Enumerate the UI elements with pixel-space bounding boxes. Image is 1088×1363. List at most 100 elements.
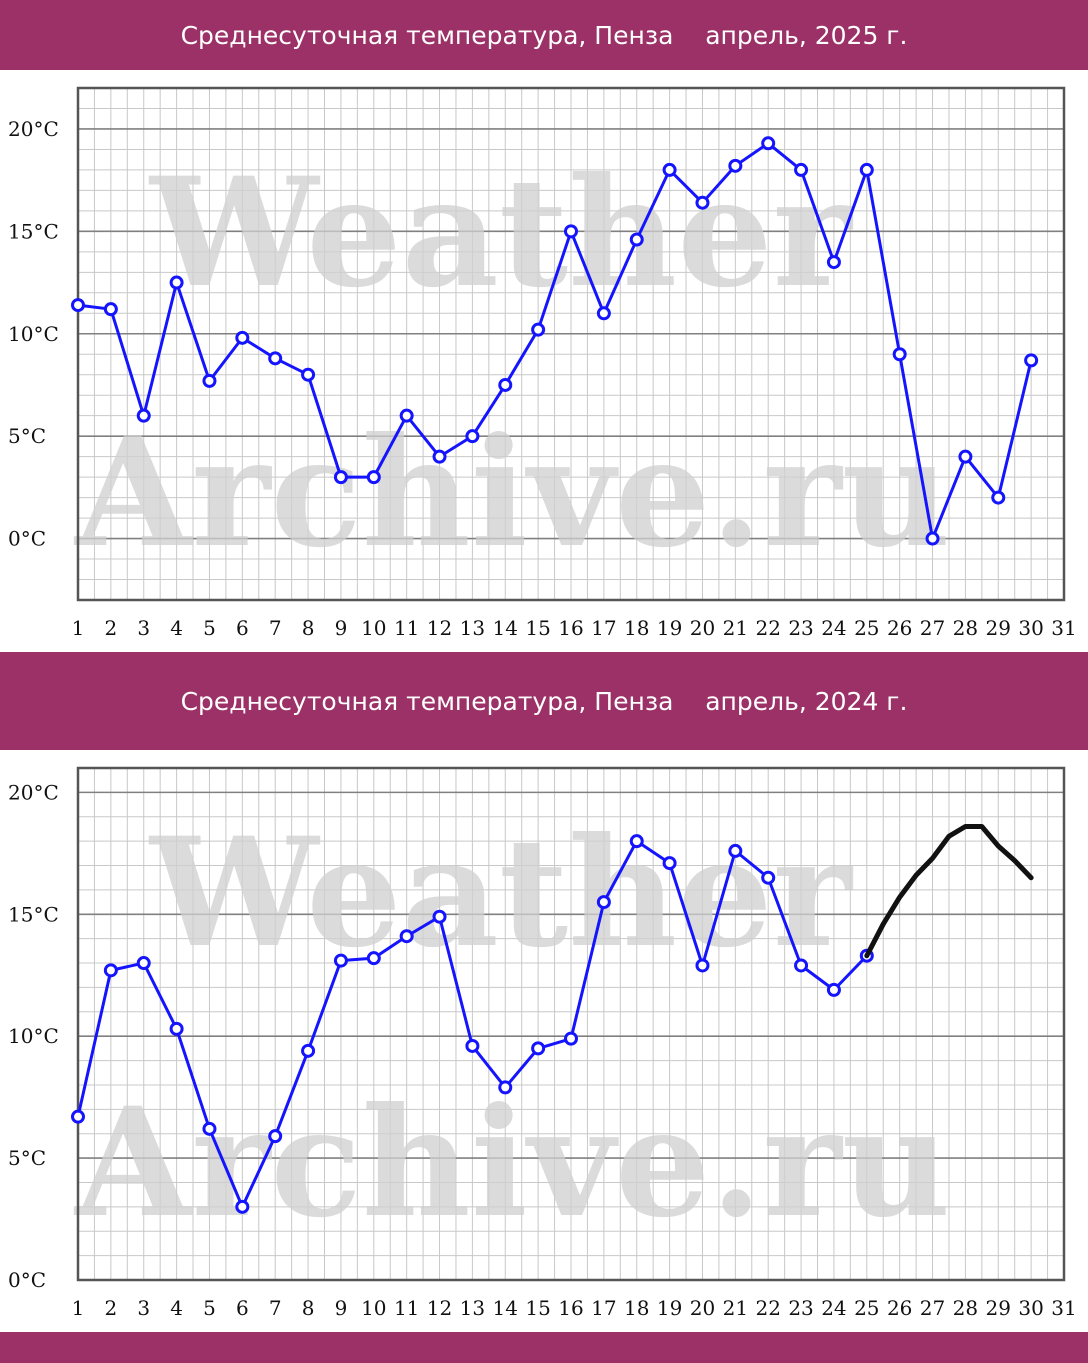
- bottom-banner-strip: [0, 1332, 1088, 1363]
- x-tick-label: 26: [887, 1296, 912, 1320]
- x-tick-label: 18: [624, 616, 649, 640]
- x-tick-label: 31: [1051, 616, 1076, 640]
- data-point: [564, 224, 578, 239]
- x-tick-label: 17: [591, 616, 616, 640]
- x-tick-label: 22: [755, 1296, 780, 1320]
- data-point: [596, 306, 611, 321]
- data-point: [629, 834, 644, 849]
- watermark-text: Archive.ru: [73, 405, 951, 581]
- x-tick-label: 22: [755, 616, 780, 640]
- x-tick-label: 8: [302, 616, 315, 640]
- forecast-line: [864, 824, 1034, 959]
- data-point: [826, 255, 841, 270]
- x-tick-label: 17: [591, 1296, 616, 1320]
- x-tick-label: 20: [690, 616, 715, 640]
- x-tick-label: 2: [104, 616, 117, 640]
- data-point: [695, 958, 710, 973]
- data-point: [662, 856, 677, 871]
- data-point: [991, 490, 1006, 505]
- x-tick-label: 23: [788, 1296, 813, 1320]
- data-point: [498, 1080, 513, 1095]
- y-tick-label: 10°C: [8, 1024, 59, 1048]
- y-tick-label: 20°C: [8, 780, 59, 804]
- data-point: [399, 929, 414, 944]
- x-tick-label: 21: [723, 1296, 748, 1320]
- watermark-text: Weather: [148, 145, 854, 321]
- data-point: [695, 195, 710, 210]
- x-tick-label: 11: [394, 616, 419, 640]
- data-point: [761, 136, 776, 151]
- x-tick-label: 14: [493, 1296, 518, 1320]
- y-tick-label: 15°C: [8, 219, 59, 243]
- x-tick-label: 3: [137, 616, 150, 640]
- x-tick-label: 28: [953, 1296, 978, 1320]
- x-tick-label: 9: [335, 616, 348, 640]
- x-tick-label: 28: [953, 616, 978, 640]
- grid: [77, 767, 1065, 1281]
- data-point: [235, 1199, 250, 1214]
- data-point: [826, 982, 841, 997]
- x-tick-label: 15: [525, 1296, 550, 1320]
- data-point: [71, 1109, 85, 1124]
- chart-1-title-banner: Среднесуточная температура, Пенза апрель…: [0, 0, 1088, 70]
- data-point: [761, 870, 776, 885]
- x-tick-label: 30: [1018, 616, 1043, 640]
- y-tick-label: 5°C: [8, 424, 46, 448]
- y-tick-label: 0°C: [8, 527, 46, 551]
- data-point: [892, 347, 907, 362]
- data-point: [366, 951, 381, 966]
- x-tick-label: 12: [427, 616, 452, 640]
- data-point: [333, 953, 348, 968]
- x-tick-label: 25: [854, 616, 879, 640]
- y-tick-label: 15°C: [8, 902, 59, 926]
- x-tick-label: 10: [361, 1296, 386, 1320]
- x-tick-label: 20: [690, 1296, 715, 1320]
- chart-2-title-banner: Среднесуточная температура, Пенза апрель…: [0, 652, 1088, 750]
- x-tick-label: 5: [203, 616, 216, 640]
- x-tick-label: 15: [525, 616, 550, 640]
- x-tick-label: 6: [236, 616, 249, 640]
- x-tick-label: 23: [788, 616, 813, 640]
- x-tick-label: 7: [269, 616, 282, 640]
- data-point: [103, 963, 118, 978]
- plot-frame: [76, 86, 1066, 602]
- data-point: [71, 298, 85, 313]
- x-tick-label: 11: [394, 1296, 419, 1320]
- x-tick-label: 6: [236, 1296, 249, 1320]
- x-tick-label: 13: [460, 1296, 485, 1320]
- series-line: [76, 141, 1033, 541]
- watermark-text: Archive.ru: [73, 1075, 951, 1251]
- data-point: [531, 1041, 546, 1056]
- x-tick-label: 4: [170, 1296, 183, 1320]
- data-point: [136, 956, 151, 971]
- data-point: [366, 470, 381, 485]
- data-point: [169, 1021, 184, 1036]
- y-tick-label: 5°C: [8, 1146, 46, 1170]
- x-tick-label: 5: [203, 1296, 216, 1320]
- x-tick-label: 19: [657, 1296, 682, 1320]
- data-point: [728, 843, 743, 858]
- data-point: [728, 158, 743, 173]
- data-point: [202, 373, 217, 388]
- x-tick-label: 27: [920, 616, 945, 640]
- x-tick-label: 14: [493, 616, 518, 640]
- x-tick-label: 12: [427, 1296, 452, 1320]
- data-point: [465, 1038, 480, 1053]
- data-point: [794, 162, 809, 177]
- x-tick-label: 10: [361, 616, 386, 640]
- x-tick-label: 8: [302, 1296, 315, 1320]
- data-point: [103, 302, 118, 317]
- data-point: [794, 958, 809, 973]
- y-tick-label: 20°C: [8, 117, 59, 141]
- x-tick-label: 18: [624, 1296, 649, 1320]
- x-tick-label: 29: [986, 616, 1011, 640]
- x-tick-label: 29: [986, 1296, 1011, 1320]
- data-point: [268, 351, 283, 366]
- data-point: [859, 162, 874, 177]
- data-point: [136, 408, 151, 423]
- x-tick-label: 7: [269, 1296, 282, 1320]
- data-point: [564, 1031, 578, 1046]
- x-tick-label: 24: [821, 1296, 846, 1320]
